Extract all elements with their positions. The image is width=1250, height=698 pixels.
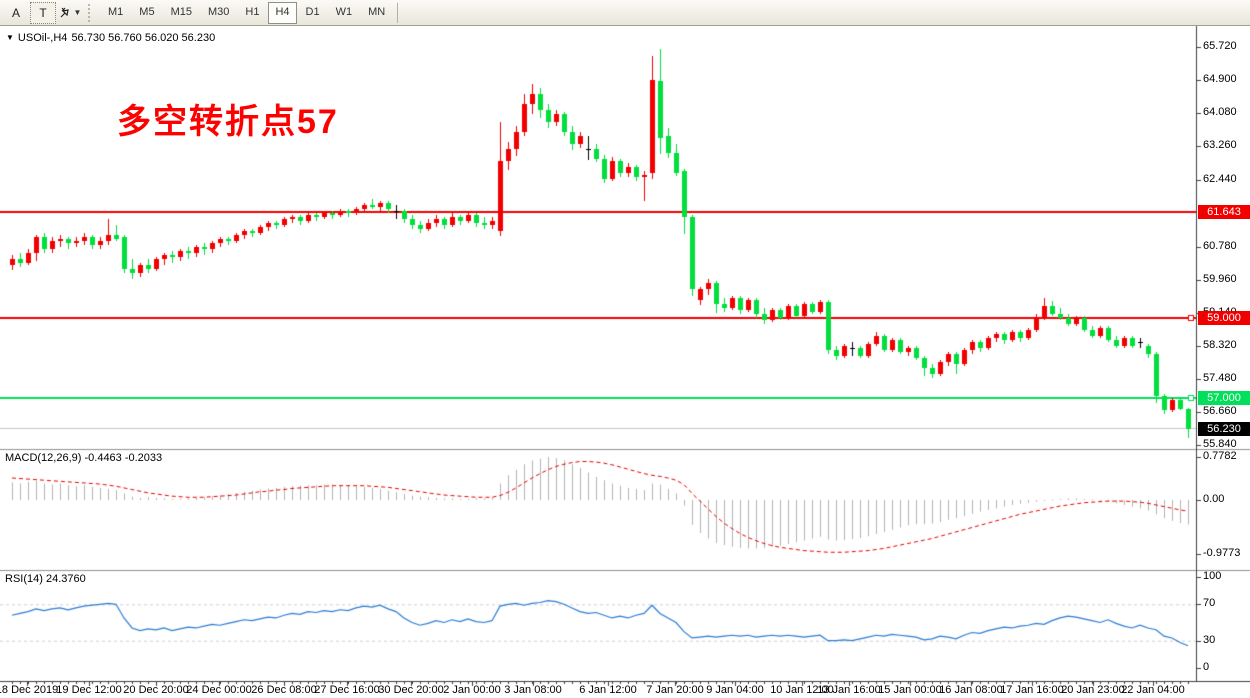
rsi-tick-label: 0 <box>1203 661 1210 673</box>
current-price-label: 56.230 <box>1198 422 1250 436</box>
price-axis[interactable] <box>1197 28 1250 681</box>
macd-tick-label: 0.7782 <box>1203 450 1237 462</box>
time-axis-label: 16 Jan 08:00 <box>939 684 1003 696</box>
time-axis-label: 13 Jan 16:00 <box>817 684 881 696</box>
price-tick-label: 55.840 <box>1203 438 1237 450</box>
time-axis-label: 6 Jan 12:00 <box>579 684 637 696</box>
ohlc-values: 56.730 56.760 56.020 56.230 <box>71 32 216 44</box>
timeframe-button-w1[interactable]: W1 <box>335 5 353 18</box>
chart-header: ▼ USOil-,H4 56.730 56.760 56.020 56.230 <box>6 32 219 44</box>
time-axis-label: 20 Jan 23:00 <box>1061 684 1125 696</box>
timeframe-group: M1 M5 M15 M30 H1 H4 D1 W1 MN <box>100 1 393 24</box>
time-axis-label: 30 Dec 20:00 <box>378 684 444 696</box>
price-tick-label: 65.720 <box>1203 40 1237 52</box>
time-axis-label: 10 Jan 12:00 <box>770 684 834 696</box>
collapse-triangle-icon[interactable]: ▼ <box>6 33 14 42</box>
crosshair-cursor-icon <box>60 7 69 18</box>
time-axis-label: 15 Jan 00:00 <box>878 684 942 696</box>
macd-tick-label: -0.9773 <box>1203 547 1241 559</box>
time-axis-label: 9 Jan 04:00 <box>706 684 764 696</box>
macd-title: MACD(12,26,9) <box>5 452 82 464</box>
time-axis-label: 19 Dec 12:00 <box>56 684 122 696</box>
timeframe-button-d1[interactable]: D1 <box>305 5 320 18</box>
rsi-tick-label: 70 <box>1203 597 1216 609</box>
time-axis-label: 24 Dec 00:00 <box>186 684 252 696</box>
time-axis-label: 22 Jan 04:00 <box>1121 684 1185 696</box>
toolbar-separator-line <box>397 2 399 23</box>
text-annotation[interactable]: 多空转折点57 <box>117 103 339 141</box>
time-axis-label: 26 Dec 08:00 <box>251 684 317 696</box>
timeframe-button-m1[interactable]: M1 <box>108 5 124 18</box>
price-tick-label: 56.660 <box>1203 405 1237 417</box>
price-tick-label: 59.960 <box>1203 273 1237 285</box>
rsi-tick-label: 100 <box>1203 570 1222 582</box>
price-tick-label: 64.900 <box>1203 73 1237 85</box>
macd-tick-label: 0.00 <box>1203 493 1225 505</box>
toolbar-separator[interactable] <box>88 3 94 22</box>
timeframe-button-mn[interactable]: MN <box>368 5 386 18</box>
price-tick-label: 60.780 <box>1203 240 1237 252</box>
price-tick-label: 62.440 <box>1203 173 1237 185</box>
time-axis-label: 17 Jan 16:00 <box>1000 684 1064 696</box>
price-tick-label: 58.320 <box>1203 339 1237 351</box>
timeframe-button-h1[interactable]: H1 <box>245 5 260 18</box>
time-axis-label: 3 Jan 08:00 <box>504 684 562 696</box>
timeframe-button-m15[interactable]: M15 <box>170 5 192 18</box>
price-tick-label: 57.480 <box>1203 372 1237 384</box>
hline-price-label: 61.643 <box>1198 205 1250 219</box>
time-axis-label: 2 Jan 00:00 <box>443 684 501 696</box>
rsi-value: 24.3760 <box>45 573 86 585</box>
price-tick-label: 64.080 <box>1203 106 1237 118</box>
top-toolbar: A T ▼ M1 M5 M15 M30 H1 H4 D1 W1 MN <box>0 0 1250 26</box>
timeframe-button-h4[interactable]: H4 <box>268 1 297 24</box>
text-label-tool-button[interactable]: T <box>30 1 56 24</box>
rsi-tick-label: 30 <box>1203 634 1216 646</box>
rsi-indicator-label: RSI(14) 24.3760 <box>5 573 86 585</box>
rsi-title: RSI(14) <box>5 573 43 585</box>
chevron-down-icon: ▼ <box>73 8 82 17</box>
timeframe-button-m30[interactable]: M30 <box>207 5 230 18</box>
timeframe-button-m5[interactable]: M5 <box>139 5 155 18</box>
hline-price-label: 59.000 <box>1198 311 1250 325</box>
time-axis-label: 7 Jan 20:00 <box>646 684 704 696</box>
arrow-cursor-button[interactable]: A <box>11 5 20 20</box>
price-tick-label: 63.260 <box>1203 139 1237 151</box>
time-axis-label: 18 Dec 2019 <box>0 684 59 696</box>
cursor-tool-dropdown[interactable]: ▼ <box>58 3 82 23</box>
symbol-period-label: USOil-,H4 <box>17 32 68 44</box>
macd-indicator-label: MACD(12,26,9) -0.4463 -0.2033 <box>5 452 162 464</box>
macd-values: -0.4463 -0.2033 <box>84 452 163 464</box>
time-axis-label: 20 Dec 20:00 <box>123 684 189 696</box>
hline-price-label: 57.000 <box>1198 391 1250 405</box>
time-axis-label: 27 Dec 16:00 <box>314 684 380 696</box>
